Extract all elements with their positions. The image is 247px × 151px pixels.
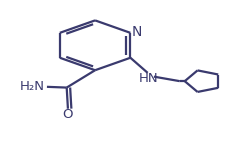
- Text: H₂N: H₂N: [20, 80, 45, 93]
- Text: HN: HN: [139, 72, 159, 85]
- Text: O: O: [63, 108, 73, 121]
- Text: N: N: [131, 25, 142, 39]
